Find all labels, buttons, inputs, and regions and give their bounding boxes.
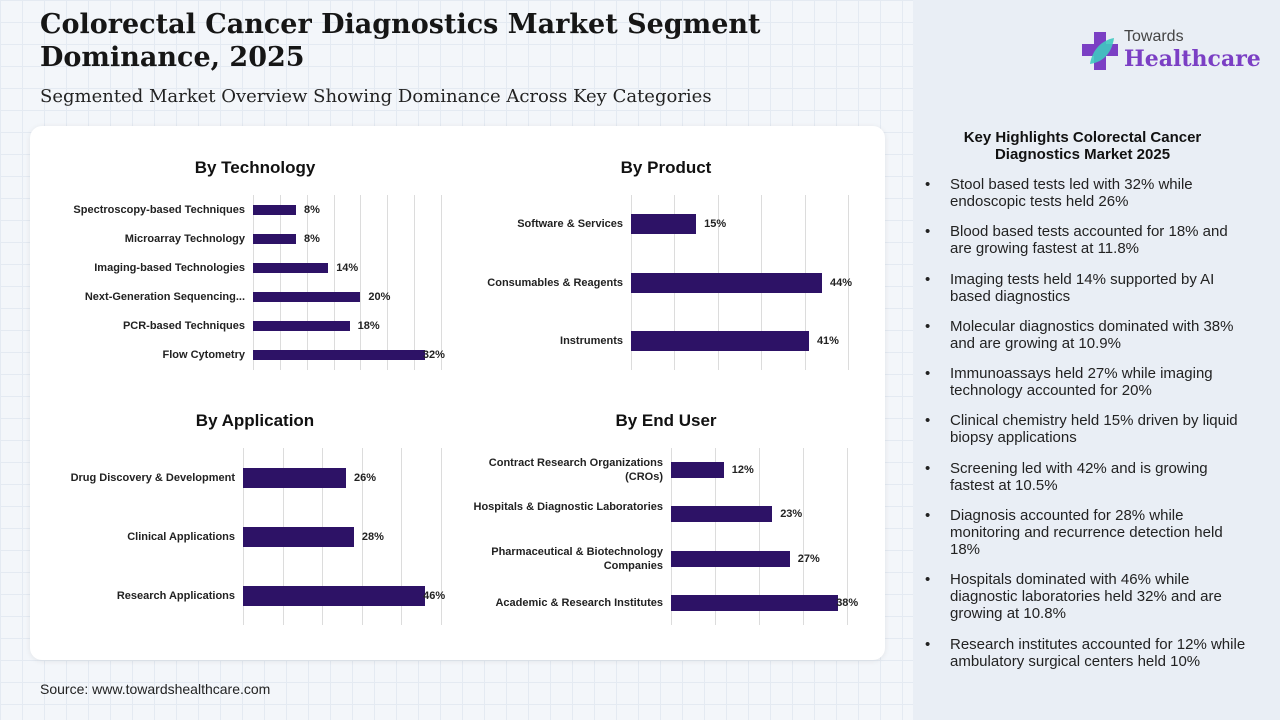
bar xyxy=(253,262,329,273)
gridline xyxy=(715,448,716,625)
category-label: Spectroscopy-based Techniques xyxy=(73,203,245,216)
bar xyxy=(253,292,361,303)
chart-title: By End User xyxy=(615,411,717,430)
gridline xyxy=(306,195,308,370)
bar xyxy=(243,585,426,606)
bar xyxy=(631,214,697,235)
brand-logo: Towards Healthcare xyxy=(1080,28,1261,78)
gridline xyxy=(414,195,416,370)
category-label: Clinical Applications xyxy=(127,530,235,543)
gridline xyxy=(671,448,672,625)
medical-cross-icon xyxy=(1082,32,1118,70)
highlight-item: Screening led with 42% and is growing fa… xyxy=(923,460,1253,494)
gridline xyxy=(360,195,362,370)
data-label: 46% xyxy=(423,589,446,602)
bar xyxy=(671,550,790,567)
data-label: 26% xyxy=(353,471,376,484)
bar xyxy=(631,330,809,351)
highlight-item: Immunoassays held 27% while imaging tech… xyxy=(923,365,1253,399)
category-label: Academic & Research Institutes xyxy=(495,596,663,609)
category-label: Next-Generation Sequencing... xyxy=(84,291,245,304)
logo-line2: Healthcare xyxy=(1124,46,1261,72)
category-label: Drug Discovery & Development xyxy=(70,471,235,484)
source-text: Source: www.towardshealthcare.com xyxy=(40,681,271,697)
category-label: Contract Research Organizations (CROs) xyxy=(488,457,663,484)
data-label: 32% xyxy=(422,349,445,362)
bar xyxy=(671,594,839,611)
bar xyxy=(243,467,346,488)
chart-title: By Technology xyxy=(194,158,316,177)
bar xyxy=(243,526,354,547)
gridline xyxy=(333,195,335,370)
data-label: 41% xyxy=(816,334,839,347)
gridline xyxy=(848,195,849,370)
highlight-item: Imaging tests held 14% supported by AI b… xyxy=(923,271,1253,305)
chart-title: By Product xyxy=(620,158,712,177)
data-label: 14% xyxy=(336,261,359,274)
category-label: Microarray Technology xyxy=(124,232,245,245)
bar xyxy=(253,321,350,332)
data-label: 8% xyxy=(303,203,320,216)
highlight-item: Diagnosis accounted for 28% while monito… xyxy=(923,507,1253,558)
data-label: 27% xyxy=(797,552,820,565)
category-label: Imaging-based Technologies xyxy=(94,261,245,274)
data-label: 15% xyxy=(704,218,727,231)
highlight-item: Stool based tests led with 32% while end… xyxy=(923,176,1253,210)
category-label: Hospitals & Diagnostic Laboratories xyxy=(473,501,663,514)
bar xyxy=(671,462,724,479)
highlights-title: Key Highlights Colorectal Cancer Diagnos… xyxy=(963,129,1202,163)
page-title: Colorectal Cancer Diagnostics Market Seg… xyxy=(40,9,761,73)
category-label: Consumables & Reagents xyxy=(487,276,623,289)
category-label: Pharmaceutical & Biotechnology Companies xyxy=(491,545,663,572)
data-label: 28% xyxy=(361,530,384,543)
highlight-item: Hospitals dominated with 46% while diagn… xyxy=(923,571,1253,622)
gridline xyxy=(401,448,403,625)
data-label: 8% xyxy=(303,232,320,245)
bar xyxy=(631,272,822,293)
data-label: 44% xyxy=(829,276,852,289)
gridline xyxy=(441,448,442,625)
data-label: 12% xyxy=(731,464,754,477)
highlights-list: Stool based tests led with 32% while end… xyxy=(923,176,1253,683)
gridline xyxy=(847,448,848,625)
logo-line1: Towards xyxy=(1124,28,1184,45)
highlight-item: Research institutes accounted for 12% wh… xyxy=(923,636,1253,670)
highlight-item: Blood based tests accounted for 18% and … xyxy=(923,223,1253,257)
chart-title: By Application xyxy=(195,411,315,430)
category-label: Flow Cytometry xyxy=(162,349,245,362)
gridline xyxy=(361,448,363,625)
gridline xyxy=(803,448,804,625)
bar xyxy=(253,350,425,361)
highlight-item: Molecular diagnostics dominated with 38%… xyxy=(923,318,1253,352)
bar xyxy=(253,204,296,215)
charts-card xyxy=(30,126,885,660)
gridline xyxy=(279,195,281,370)
data-label: 23% xyxy=(780,508,803,521)
gridline xyxy=(759,448,760,625)
data-label: 18% xyxy=(357,320,380,333)
highlight-item: Clinical chemistry held 15% driven by li… xyxy=(923,412,1253,446)
category-label: Research Applications xyxy=(116,589,235,602)
page-subtitle: Segmented Market Overview Showing Domina… xyxy=(40,86,712,107)
data-label: 38% xyxy=(836,596,859,609)
gridline xyxy=(253,195,254,370)
category-label: PCR-based Techniques xyxy=(122,320,245,333)
bar xyxy=(253,233,296,244)
data-label: 20% xyxy=(368,291,391,304)
bar xyxy=(671,506,773,523)
category-label: Software & Services xyxy=(517,218,623,231)
gridline xyxy=(441,195,442,370)
gridline xyxy=(387,195,389,370)
category-label: Instruments xyxy=(560,334,623,347)
